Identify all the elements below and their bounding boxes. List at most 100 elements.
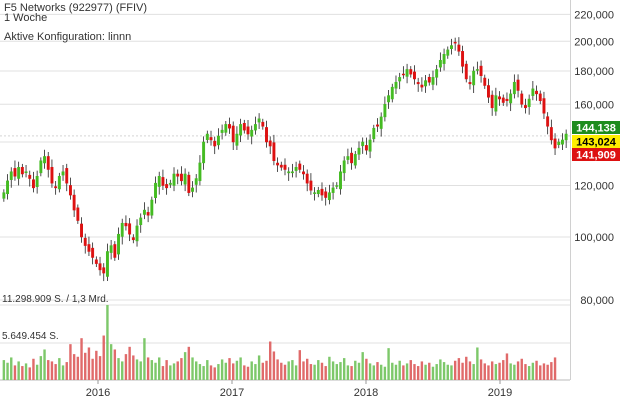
volume-bar — [158, 357, 161, 380]
candle-body — [131, 237, 135, 241]
candle-body — [564, 133, 568, 141]
volume-bar — [272, 351, 276, 380]
candle-body — [424, 80, 428, 87]
candle-body — [283, 164, 287, 170]
candle-body — [446, 49, 450, 56]
volume-bar — [309, 364, 313, 380]
volume-bar — [250, 361, 253, 380]
volume-bar — [379, 364, 383, 380]
volume-bar — [539, 365, 542, 380]
x-axis: 2016 2017 2018 2019 — [86, 380, 512, 399]
volume-bar — [398, 360, 401, 380]
candle-body — [224, 124, 228, 133]
volume-bar — [416, 366, 420, 380]
y-tick-label: 200,000 — [574, 36, 614, 48]
volume-bar — [328, 356, 331, 380]
candle-body — [531, 88, 535, 96]
volume-bar — [465, 356, 468, 380]
candle-body — [401, 73, 405, 76]
candle-body — [505, 98, 509, 102]
volume-bar — [257, 355, 261, 380]
volume-bar — [442, 362, 446, 380]
candle-body — [512, 81, 516, 95]
config-label: Aktive Konfiguration: linnn — [4, 31, 132, 43]
volume-bar — [109, 344, 113, 380]
volume-bar — [335, 364, 338, 380]
volume-bar — [324, 366, 327, 380]
candle-body — [72, 194, 76, 211]
candle-body — [220, 129, 224, 133]
candle-body — [368, 139, 372, 152]
candle-body — [102, 267, 106, 274]
candle-body — [298, 163, 302, 170]
candle-body — [394, 81, 398, 89]
volume-bar — [172, 363, 176, 380]
candle-body — [509, 93, 513, 104]
candle-body — [139, 217, 143, 226]
volume-bar — [135, 359, 139, 380]
candle-body — [453, 41, 457, 44]
volume-bar — [106, 305, 109, 380]
volume-bar — [239, 357, 242, 380]
volume-bar — [513, 364, 516, 380]
volume-bar — [354, 360, 357, 380]
candle-body — [209, 137, 213, 141]
candle-body — [94, 259, 98, 264]
volume-bar — [243, 365, 246, 380]
candle-body — [490, 94, 494, 109]
candle-body — [379, 116, 383, 129]
volume-bar — [169, 365, 172, 380]
y-tick-label: 80,000 — [580, 295, 614, 307]
volume-bar — [165, 360, 168, 380]
volume-bar — [283, 364, 287, 380]
volume-bar — [383, 366, 387, 380]
volume-bar — [468, 361, 472, 380]
volume-bar — [276, 359, 279, 380]
volume-bar — [331, 361, 335, 380]
volume-bar — [361, 352, 364, 380]
volume-bar — [402, 365, 405, 380]
x-tick-label: 2016 — [86, 387, 110, 399]
candle-body — [287, 171, 291, 174]
volume-bar — [287, 361, 290, 380]
volume-bar — [113, 349, 117, 380]
candle-body — [464, 63, 468, 80]
candle-body — [39, 160, 43, 174]
candle-body — [483, 77, 487, 86]
volume-bar — [305, 358, 309, 380]
volume-bar — [150, 360, 154, 380]
interval-label: 1 Woche — [4, 12, 48, 24]
candle-body — [387, 95, 391, 103]
price-badge — [572, 135, 620, 148]
volume-bar — [457, 358, 461, 380]
volume-bar — [2, 360, 6, 380]
volume-bar — [505, 353, 509, 380]
candle-body — [339, 171, 342, 190]
candle-body — [442, 54, 446, 64]
volume-max-label: 11.298.909 S. / 1,3 Mrd. — [2, 294, 109, 305]
volume-bar — [531, 362, 535, 380]
volume-bar — [254, 364, 257, 380]
candle-body — [61, 171, 65, 176]
candle-body — [128, 223, 132, 235]
volume-bar — [10, 357, 13, 380]
volume-bar — [372, 365, 375, 380]
candle-body — [542, 98, 546, 114]
candle-body — [17, 167, 21, 179]
volume-bar — [202, 366, 205, 380]
candle-body — [54, 186, 58, 189]
candle-body — [405, 69, 409, 77]
candle-body — [246, 126, 250, 135]
volume-bar — [535, 360, 538, 380]
volume-bar — [342, 358, 346, 380]
candle-body — [239, 124, 243, 136]
candle-body — [279, 164, 283, 168]
volume-bar — [387, 348, 390, 380]
volume-bar — [217, 364, 220, 380]
price-candles — [2, 37, 568, 282]
candle-body — [205, 133, 209, 140]
volume-bar — [280, 362, 283, 380]
candle-body — [216, 135, 220, 146]
candle-body — [376, 124, 379, 127]
